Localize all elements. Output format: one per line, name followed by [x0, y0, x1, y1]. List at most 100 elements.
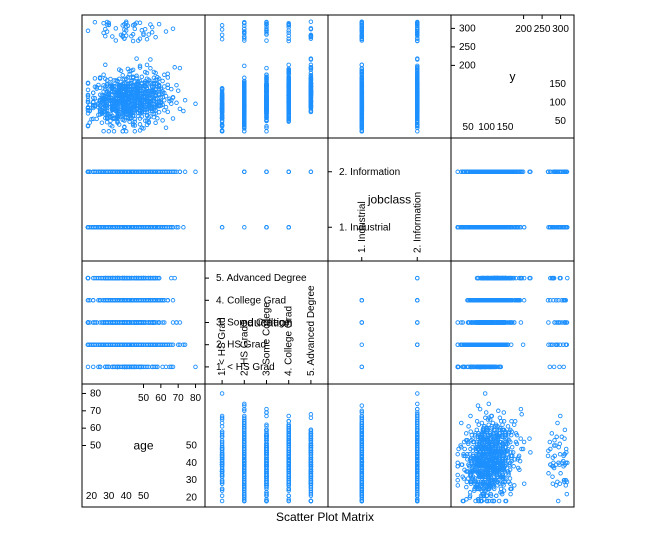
data-point	[137, 225, 143, 230]
data-point	[132, 298, 138, 303]
data-point	[113, 26, 119, 31]
data-point	[139, 74, 145, 80]
data-point	[219, 32, 225, 38]
data-point	[181, 225, 186, 230]
data-point	[90, 364, 96, 370]
data-point	[104, 225, 110, 230]
data-point	[170, 169, 176, 175]
data-point	[177, 320, 183, 325]
data-point	[97, 342, 103, 347]
data-point	[174, 82, 179, 88]
data-point	[193, 169, 198, 175]
panel-education-vs-jobclass	[204, 137, 329, 262]
data-point	[160, 298, 165, 303]
data-point	[163, 29, 169, 34]
data-point	[153, 34, 158, 40]
data-point	[219, 27, 225, 32]
data-point	[90, 275, 96, 281]
data-point	[151, 69, 157, 75]
data-point	[286, 169, 291, 175]
data-point	[90, 298, 96, 303]
data-point	[103, 275, 108, 281]
points-education-vs-jobclass	[219, 169, 314, 230]
data-point	[158, 225, 164, 230]
data-point	[308, 19, 314, 24]
data-point	[113, 38, 119, 43]
data-point	[130, 320, 136, 325]
data-point	[177, 169, 183, 175]
data-point	[118, 68, 124, 74]
data-point	[120, 129, 125, 134]
panels-layer	[81, 14, 575, 508]
data-point	[97, 364, 103, 370]
data-point	[148, 298, 153, 303]
data-point	[132, 26, 138, 32]
data-point	[97, 275, 103, 281]
data-point	[103, 33, 108, 39]
data-point	[219, 493, 225, 499]
data-point	[85, 275, 91, 281]
panel-jobclass-vs-age	[327, 383, 452, 508]
data-point	[162, 72, 167, 78]
data-point	[132, 129, 138, 134]
data-point	[101, 20, 106, 26]
data-point	[142, 26, 148, 32]
data-point	[104, 320, 110, 325]
panel-y-vs-jobclass	[450, 137, 575, 262]
data-point	[153, 225, 158, 230]
data-point	[85, 364, 91, 370]
data-point	[104, 364, 110, 370]
data-point	[136, 364, 141, 370]
data-point	[118, 298, 124, 303]
points-age-vs-education	[85, 275, 198, 370]
points-age-vs-jobclass	[85, 169, 198, 230]
data-point	[118, 320, 124, 325]
data-point	[264, 65, 269, 71]
data-point	[137, 320, 143, 325]
data-point	[308, 498, 314, 504]
data-point	[127, 119, 132, 124]
data-point	[104, 342, 110, 347]
data-point	[151, 364, 157, 370]
data-point	[219, 36, 225, 42]
data-point	[85, 342, 91, 347]
data-point	[165, 71, 171, 77]
data-point	[125, 169, 131, 175]
data-point	[170, 26, 176, 31]
data-point	[87, 342, 92, 347]
data-point	[148, 57, 153, 62]
data-point	[139, 342, 145, 347]
data-point	[182, 97, 188, 103]
data-point	[163, 342, 169, 347]
points-jobclass-vs-age	[359, 391, 420, 504]
data-point	[151, 342, 157, 347]
data-point	[149, 169, 155, 175]
data-point	[149, 364, 155, 370]
data-point	[155, 75, 160, 80]
data-point	[219, 23, 225, 28]
data-point	[165, 109, 171, 115]
data-point	[97, 85, 103, 91]
data-point	[104, 169, 110, 175]
data-point	[130, 123, 136, 128]
data-point	[85, 225, 91, 230]
data-point	[96, 298, 101, 303]
data-point	[92, 275, 98, 281]
data-point	[156, 169, 162, 175]
data-point	[123, 275, 129, 281]
data-point	[170, 364, 176, 370]
data-point	[146, 342, 151, 347]
data-point	[165, 75, 171, 80]
data-point	[92, 169, 98, 175]
data-point	[172, 65, 177, 70]
data-point	[92, 76, 98, 81]
data-point	[242, 63, 247, 69]
data-point	[99, 120, 105, 125]
data-point	[242, 169, 247, 175]
data-point	[163, 125, 169, 130]
data-point	[160, 364, 165, 370]
data-point	[137, 169, 143, 175]
data-point	[142, 320, 148, 325]
data-point	[160, 225, 165, 230]
data-point	[156, 342, 162, 347]
